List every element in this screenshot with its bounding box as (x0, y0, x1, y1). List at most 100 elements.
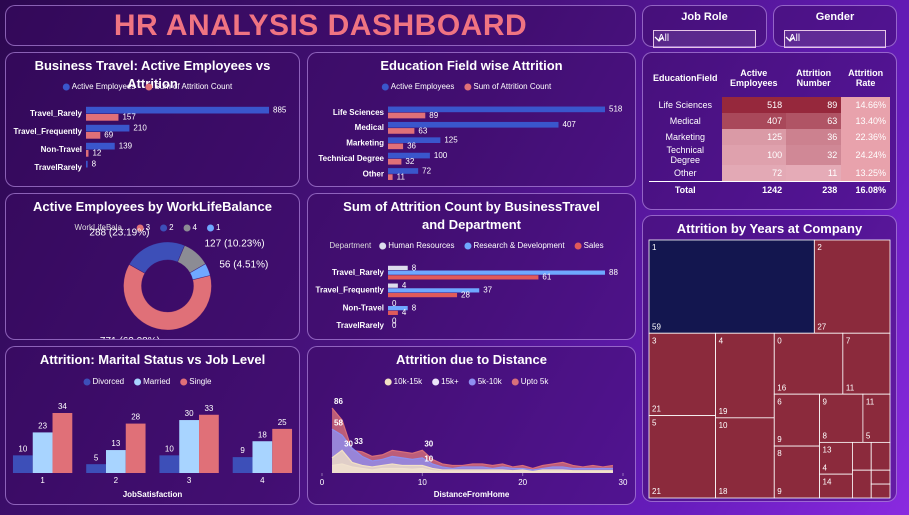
table-cell: Medical (669, 116, 701, 126)
treemap-cell (870, 483, 891, 499)
x-tick-label: 3 (187, 476, 192, 485)
legend-marker (464, 242, 472, 250)
value-label: 88 (609, 268, 618, 277)
bar (388, 128, 415, 134)
treemap-cell (813, 239, 891, 334)
bar (388, 158, 402, 165)
legend-marker (511, 378, 519, 386)
donut-slice (123, 263, 212, 331)
table-cell: 13.25% (841, 165, 890, 182)
value-label: 28 (461, 290, 470, 299)
legend: Department Human Resources Research & Deve… (329, 241, 603, 250)
slicer[interactable]: Job Role All (642, 5, 767, 48)
legend-marker (83, 378, 91, 386)
table-row: Life Sciences 518 89 14.66% (649, 97, 890, 113)
value-label: 30 (185, 409, 194, 418)
treemap-cell (870, 441, 891, 471)
slicer[interactable]: Gender All (773, 5, 897, 48)
legend-marker (134, 378, 142, 386)
value-label: 37 (483, 286, 492, 295)
legend: Divorced Married Single (83, 377, 212, 386)
dropdown-value: All (789, 33, 801, 44)
table-cell: 125 (721, 129, 787, 145)
value-label: 8 (412, 263, 417, 272)
legend: WorkLifeBala... 3 2 4 1 (75, 223, 221, 232)
cell-value: 9 (777, 487, 782, 496)
total-cell: 1242 (721, 181, 787, 198)
chart-panel: Attrition: Marital Status vs Job Level D… (5, 346, 300, 505)
chart: 10k-15k 15k+ 5k-10k Upto 5k0 10 20 30863058333… (320, 377, 628, 499)
category-label: Travel_Frequently (316, 286, 385, 295)
category-label: Medical (355, 123, 384, 132)
header-row: EducationField Active Employees Attrition … (649, 59, 890, 97)
header: HR ANALYSIS DASHBOARD (5, 5, 636, 46)
value-label: 5 (94, 453, 99, 462)
bar (388, 270, 605, 275)
table-cell: Life Sciences (658, 100, 713, 110)
cell-label: 13 (823, 445, 832, 454)
legend-label: Sum of Attrition Count (154, 82, 233, 91)
legend-marker (136, 224, 144, 232)
value-label: 18 (258, 430, 267, 439)
bar (105, 450, 126, 473)
category-label: Marketing (346, 139, 384, 148)
table-cell: Marketing (665, 132, 705, 142)
table-cell: 36 (786, 129, 842, 145)
cell-label: 1 (652, 243, 657, 252)
cell-value: 27 (817, 322, 826, 331)
table-cell: 100 (721, 145, 787, 165)
total-cell: Total (649, 181, 722, 198)
table-cell: 13.40% (841, 113, 890, 129)
bar (388, 292, 458, 298)
table-cell: 89 (786, 97, 842, 113)
x-tick-label: 0 (320, 478, 325, 487)
category-label: Travel_Frequently (14, 127, 83, 136)
chart-panel: Active Employees by WorkLifeBalance Work… (5, 193, 300, 340)
treemap-cell (773, 445, 820, 499)
legend-marker (62, 83, 70, 91)
category-label: Non-Travel (343, 303, 384, 312)
dropdown[interactable]: All (653, 30, 756, 48)
cell-label: 3 (652, 336, 657, 345)
chart-title: Attrition: Marital Status vs Job Level (39, 352, 266, 367)
legend-label: 4 (193, 223, 198, 232)
legend-label: Active Employees (72, 82, 136, 91)
value-label: 72 (422, 166, 431, 175)
cell-value: 18 (719, 487, 728, 496)
chart-panel: Attrition due to Distance 10k-15k 15k+ 5k-… (307, 346, 636, 505)
area-line (331, 407, 614, 470)
x-tick-label: 10 (418, 478, 427, 487)
dropdown[interactable]: All (784, 30, 886, 48)
total-cell: 238 (786, 181, 842, 198)
area-line (331, 449, 613, 473)
cell-value: 16 (777, 383, 786, 392)
value-label: 8 (412, 303, 417, 312)
bar (86, 124, 130, 132)
legend-marker (145, 83, 153, 91)
table-cell: 72 (721, 165, 787, 182)
legend-label: Active Employees (391, 82, 455, 91)
data-label: 771 (62.08%) (100, 336, 160, 339)
treemap-cell (852, 441, 872, 471)
table-cell: 518 (721, 97, 787, 113)
treemap-cell (773, 393, 820, 447)
area-fill (332, 408, 613, 473)
value-label: 139 (119, 142, 133, 151)
cell-value: 21 (652, 405, 661, 414)
data-label: 30 (424, 439, 433, 448)
value-label: 12 (92, 149, 101, 158)
bar (252, 441, 273, 473)
category-label: Travel_Rarely (332, 268, 385, 277)
chart-title: Attrition due to Distance (396, 352, 547, 367)
data-label: 288 (23.19%) (89, 228, 149, 239)
cell-label: 9 (823, 397, 828, 406)
table-cell: 24.24% (841, 145, 890, 165)
bar (388, 283, 398, 288)
x-axis-title: JobSatisfaction (123, 490, 183, 499)
area-fill (332, 429, 613, 473)
cell-value: 11 (846, 383, 855, 392)
total-cell: 16.08% (841, 181, 890, 198)
table: EducationField Active Employees Attrition … (649, 59, 890, 198)
treemap-cell (852, 469, 872, 499)
